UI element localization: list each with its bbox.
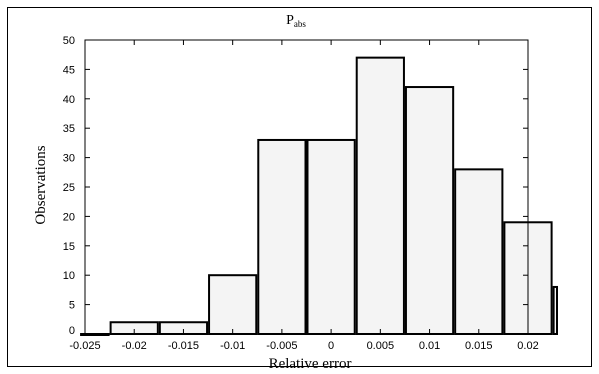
x-tick-label: 0.005: [367, 340, 395, 352]
x-tick-label: -0.005: [266, 340, 297, 352]
chart-title-subscript: abs: [294, 19, 306, 29]
y-tick-label: 25: [63, 182, 75, 194]
x-tick-label: -0.015: [168, 340, 199, 352]
x-tick-label: 0.02: [517, 340, 538, 352]
x-tick-label: -0.01: [220, 340, 245, 352]
x-tick-label: -0.025: [69, 340, 100, 352]
x-axis-label: Relative error: [269, 356, 352, 372]
histogram-bar: [306, 138, 356, 335]
y-tick-label: 0: [69, 325, 75, 337]
histogram-bar: [257, 138, 307, 335]
y-tick-label: 40: [63, 94, 75, 106]
chart-title: Pabs: [286, 13, 306, 29]
y-tick-label: 45: [63, 64, 75, 76]
histogram-bar: [454, 168, 504, 335]
y-tick-label: 15: [63, 241, 75, 253]
y-tick-label: 20: [63, 211, 75, 223]
histogram-bar: [404, 86, 455, 336]
chart-title-main: P: [286, 13, 294, 28]
y-axis-label: Observations: [33, 145, 49, 224]
histogram-bar: [552, 285, 558, 335]
axis-ticks: [84, 39, 529, 335]
axis-tick-labels: -0.025 -0.02 -0.015 -0.01 -0.005 0 0.005 0.01 0.…: [63, 35, 539, 352]
y-tick-label: 50: [63, 35, 75, 47]
histogram-bar: [208, 274, 258, 336]
bars-group: [80, 56, 558, 336]
y-tick-label: 35: [63, 123, 75, 135]
x-tick-label: 0.015: [465, 340, 493, 352]
x-tick-label: -0.02: [122, 340, 147, 352]
histogram-bar: [355, 56, 405, 335]
x-tick-label: 0: [328, 340, 334, 352]
x-tick-label: 0.01: [419, 340, 440, 352]
y-tick-label: 30: [63, 153, 75, 165]
y-tick-label: 5: [69, 300, 75, 312]
y-tick-label: 10: [63, 270, 75, 282]
